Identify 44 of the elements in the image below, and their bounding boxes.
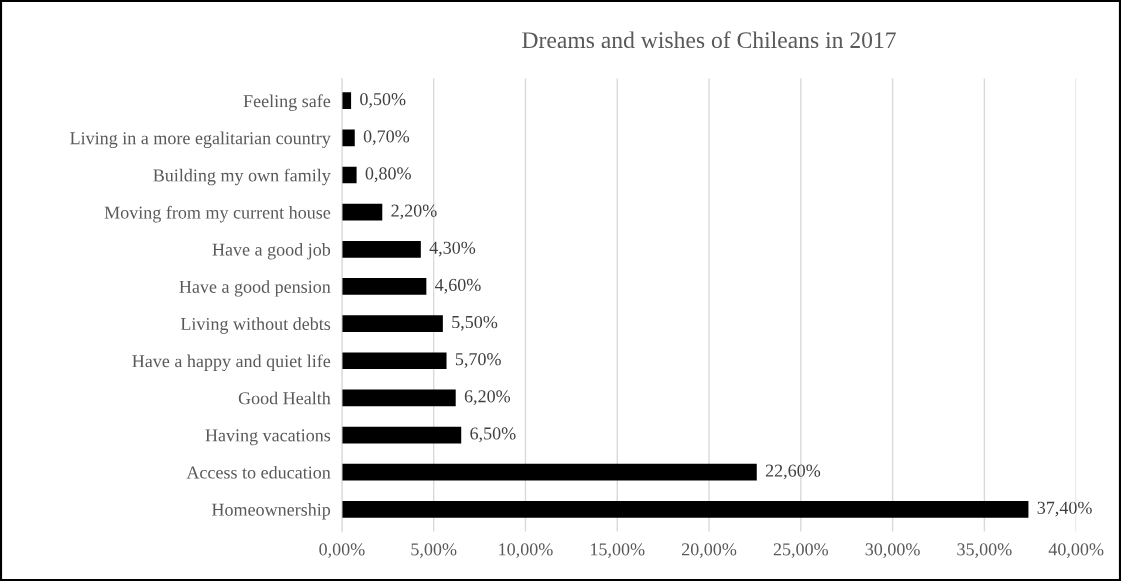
data-label: 5,50% (452, 315, 498, 331)
bar (341, 278, 427, 295)
data-label: 37,40% (1037, 501, 1092, 517)
x-tick-label: 35,00% (957, 543, 1012, 559)
y-tick-label: Homeownership (211, 503, 331, 520)
y-tick-label: Have a happy and quiet life (132, 354, 331, 371)
y-tick-label: Building my own family (153, 168, 331, 186)
y-tick-label: Moving from my current house (104, 205, 331, 223)
y-tick-label: Having vacations (205, 429, 331, 446)
y-tick-label: Good Health (238, 391, 331, 405)
bar (341, 240, 421, 258)
x-tick-label: 25,00% (773, 543, 829, 559)
data-label: 2,20% (391, 204, 437, 220)
y-tick-label: Have a good pension (179, 280, 331, 297)
y-tick-label: Living in a more egalitarian country (70, 131, 331, 149)
y-tick-label: Living without debts (180, 317, 331, 334)
data-label: 4,60% (435, 278, 481, 294)
x-tick-label: 40,00% (1048, 543, 1104, 559)
x-tick-label: 20,00% (681, 543, 737, 559)
bar (341, 315, 443, 332)
data-label: 0,70% (363, 130, 410, 145)
data-label: 6,20% (464, 390, 511, 406)
y-tick-label: Access to education (186, 465, 331, 479)
data-label: 22,60% (765, 464, 821, 480)
data-label: 6,50% (470, 427, 516, 443)
bar (341, 166, 357, 184)
bar (341, 426, 462, 444)
bar (341, 203, 383, 221)
data-label: 0,80% (365, 167, 411, 183)
x-tick-label: 0,00% (319, 543, 365, 559)
data-label: 5,70% (455, 353, 501, 368)
data-label: 4,30% (429, 241, 476, 257)
x-tick-label: 15,00% (591, 543, 645, 559)
x-tick-label: 30,00% (865, 543, 920, 559)
y-tick-label: Feeling safe (243, 94, 331, 111)
x-tick-label: 5,00% (411, 543, 457, 559)
bar (341, 463, 757, 481)
bar (341, 389, 456, 407)
bar (341, 352, 447, 370)
data-label: 0,50% (360, 93, 406, 108)
chart-title: Dreams and wishes of Chileans in 2017 (522, 31, 896, 49)
y-tick-label: Have a good job (212, 243, 331, 260)
bar (341, 500, 1029, 518)
x-tick-label: 10,00% (499, 543, 553, 559)
